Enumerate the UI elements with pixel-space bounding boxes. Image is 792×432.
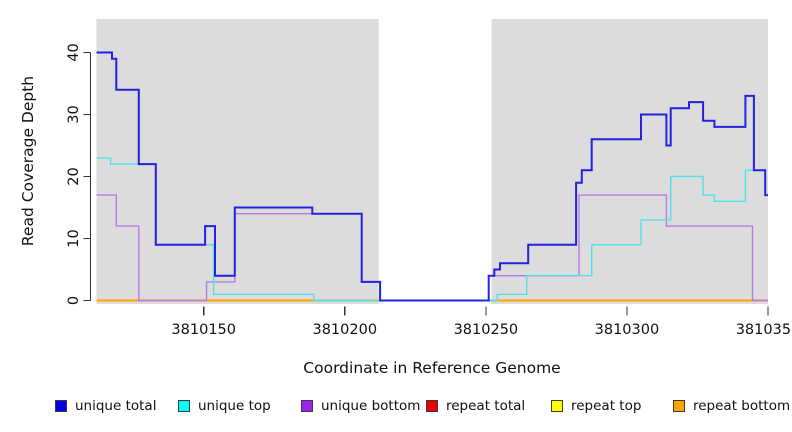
unique-total-swatch-icon: [55, 400, 67, 412]
y-tick-label: 0: [66, 296, 82, 305]
chart-legend: unique total unique top unique bottom repea…: [0, 398, 792, 418]
unique-top-swatch-icon: [178, 400, 190, 412]
repeat-top-swatch-icon: [551, 400, 563, 412]
y-axis-label: Read Coverage Depth: [19, 75, 37, 247]
legend-label: unique top: [198, 398, 271, 414]
unique-bottom-swatch-icon: [301, 400, 313, 412]
repeat-bottom-swatch-icon: [673, 400, 685, 412]
legend-label: repeat top: [571, 398, 642, 414]
masked-region: [378, 19, 492, 304]
legend-item-repeat-total: repeat total: [426, 398, 525, 414]
legend-item-unique-top: unique top: [178, 398, 271, 414]
x-tick-label: 3810150: [171, 322, 236, 338]
y-tick-label: 10: [66, 229, 82, 247]
unique-total-line: [96, 51, 768, 302]
legend-item-unique-total: unique total: [55, 398, 156, 414]
y-tick-label: 30: [66, 105, 82, 123]
legend-label: repeat total: [446, 398, 526, 414]
repeat-total-swatch-icon: [426, 400, 438, 412]
x-tick-label: 3810350: [736, 322, 792, 338]
x-tick-label: 3810200: [312, 322, 377, 338]
x-tick-label: 3810300: [595, 322, 660, 338]
y-tick-label: 20: [66, 167, 82, 185]
legend-item-repeat-bottom: repeat bottom: [673, 398, 790, 414]
legend-label: repeat bottom: [693, 398, 791, 414]
legend-item-repeat-top: repeat top: [551, 398, 641, 414]
x-tick-label: 3810250: [454, 322, 519, 338]
legend-label: unique total: [75, 398, 157, 414]
y-tick-label: 40: [66, 43, 82, 61]
legend-item-unique-bottom: unique bottom: [301, 398, 420, 414]
legend-label: unique bottom: [321, 398, 421, 414]
x-axis-label: Coordinate in Reference Genome: [303, 359, 561, 377]
